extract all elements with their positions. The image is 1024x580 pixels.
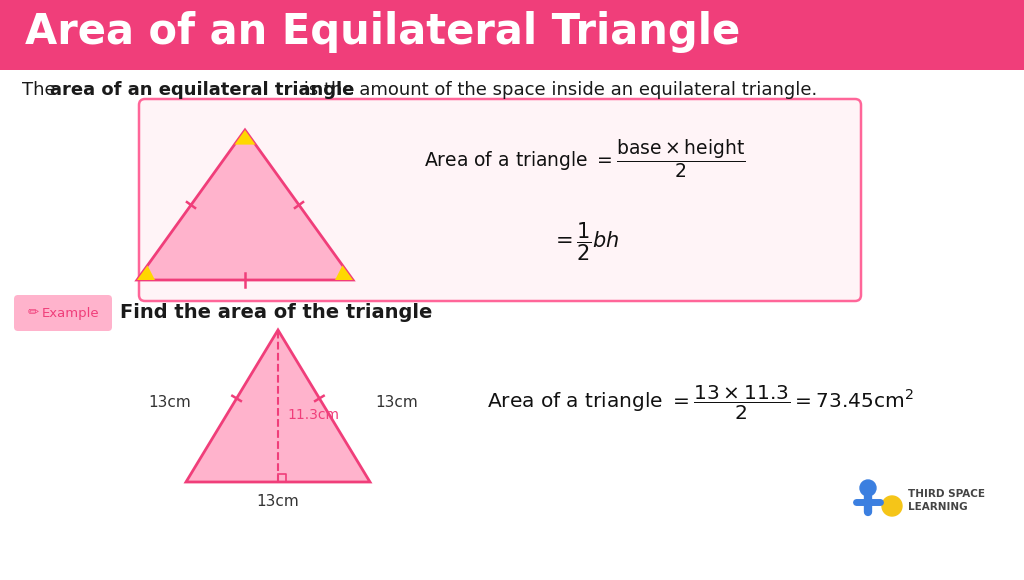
Text: 11.3cm: 11.3cm xyxy=(287,408,339,422)
Text: area of an equilateral triangle: area of an equilateral triangle xyxy=(50,81,354,99)
Text: Area of a triangle $= \dfrac{13 \times 11.3}{2} = 73.45\mathrm{cm}^2$: Area of a triangle $= \dfrac{13 \times 1… xyxy=(486,384,913,422)
Text: The: The xyxy=(22,81,61,99)
Text: 13cm: 13cm xyxy=(375,396,418,411)
FancyBboxPatch shape xyxy=(0,0,1024,70)
Text: ✏: ✏ xyxy=(28,306,39,320)
Text: Find the area of the triangle: Find the area of the triangle xyxy=(120,303,432,322)
Text: is the amount of the space inside an equilateral triangle.: is the amount of the space inside an equ… xyxy=(298,81,817,99)
Text: Area of an Equilateral Triangle: Area of an Equilateral Triangle xyxy=(25,11,740,53)
FancyBboxPatch shape xyxy=(14,295,112,331)
FancyBboxPatch shape xyxy=(139,99,861,301)
Text: 13cm: 13cm xyxy=(257,495,299,509)
Circle shape xyxy=(882,496,902,516)
Polygon shape xyxy=(335,266,353,280)
Polygon shape xyxy=(137,130,353,280)
Polygon shape xyxy=(186,330,370,482)
Polygon shape xyxy=(234,130,256,144)
Polygon shape xyxy=(137,266,155,280)
Text: LEARNING: LEARNING xyxy=(908,502,968,512)
Circle shape xyxy=(860,480,876,496)
Text: 13cm: 13cm xyxy=(148,396,190,411)
Text: Area of a triangle $= \dfrac{\mathrm{base} \times \mathrm{height}}{2}$: Area of a triangle $= \dfrac{\mathrm{bas… xyxy=(424,137,746,180)
Text: Example: Example xyxy=(42,306,99,320)
Text: $= \dfrac{1}{2}bh$: $= \dfrac{1}{2}bh$ xyxy=(551,220,620,263)
Text: THIRD SPACE: THIRD SPACE xyxy=(908,489,985,499)
